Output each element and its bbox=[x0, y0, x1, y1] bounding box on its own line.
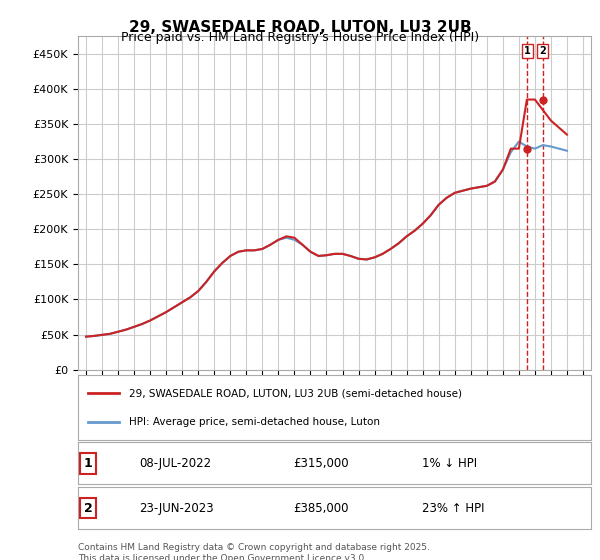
Text: HPI: Average price, semi-detached house, Luton: HPI: Average price, semi-detached house,… bbox=[130, 417, 380, 427]
Text: 2: 2 bbox=[84, 502, 92, 515]
Text: 1% ↓ HPI: 1% ↓ HPI bbox=[422, 457, 477, 470]
Text: Price paid vs. HM Land Registry's House Price Index (HPI): Price paid vs. HM Land Registry's House … bbox=[121, 31, 479, 44]
Text: 08-JUL-2022: 08-JUL-2022 bbox=[140, 457, 212, 470]
Text: 29, SWASEDALE ROAD, LUTON, LU3 2UB: 29, SWASEDALE ROAD, LUTON, LU3 2UB bbox=[128, 20, 472, 35]
Text: 23% ↑ HPI: 23% ↑ HPI bbox=[422, 502, 484, 515]
Text: Contains HM Land Registry data © Crown copyright and database right 2025.
This d: Contains HM Land Registry data © Crown c… bbox=[78, 543, 430, 560]
Text: 23-JUN-2023: 23-JUN-2023 bbox=[140, 502, 214, 515]
Text: £315,000: £315,000 bbox=[293, 457, 349, 470]
Text: 29, SWASEDALE ROAD, LUTON, LU3 2UB (semi-detached house): 29, SWASEDALE ROAD, LUTON, LU3 2UB (semi… bbox=[130, 388, 463, 398]
Text: £385,000: £385,000 bbox=[293, 502, 349, 515]
Text: 2: 2 bbox=[539, 46, 546, 57]
Text: 1: 1 bbox=[84, 457, 92, 470]
Text: 1: 1 bbox=[524, 46, 530, 57]
